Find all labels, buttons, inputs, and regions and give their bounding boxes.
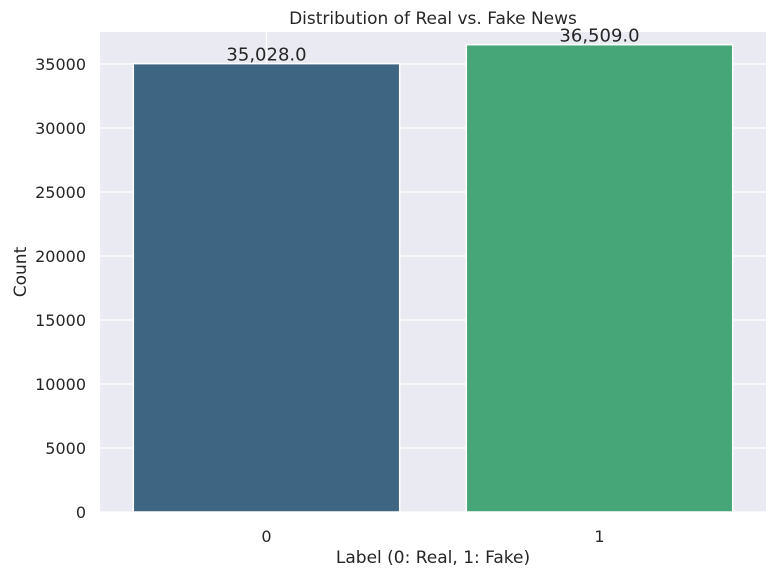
bars [132,43,734,513]
y-tick-label: 15000 [35,311,86,330]
x-tick-label: 1 [594,527,604,546]
y-tick-label: 5000 [45,439,86,458]
data-labels: 35,028.0 36,509.0 [226,26,639,66]
chart-title: Distribution of Real vs. Fake News [289,9,577,29]
y-tick-label: 0 [76,503,86,522]
x-tick-label: 0 [261,527,271,546]
y-tick-label: 10000 [35,375,86,394]
y-axis-label: Count [11,246,31,297]
bar-value-label: 35,028.0 [226,45,306,66]
y-tick-label: 20000 [35,247,86,266]
bar-0 [132,62,401,513]
bar-1 [465,43,734,513]
x-axis-label: Label (0: Real, 1: Fake) [336,548,530,568]
y-tick-label: 30000 [35,119,86,138]
y-tick-label: 35000 [35,55,86,74]
y-tick-label: 25000 [35,183,86,202]
y-axis-ticks: 0 5000 10000 15000 20000 25000 30000 35000 [35,55,86,522]
bar-value-label: 36,509.0 [559,26,639,47]
